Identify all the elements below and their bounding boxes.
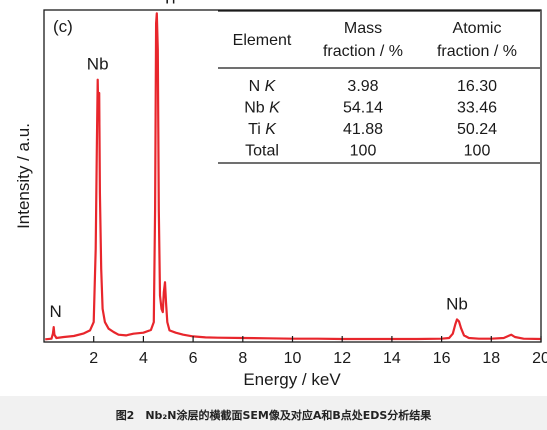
spectrum-line: [45, 12, 542, 341]
composition-table: Element Mass fraction / % Atomic fractio…: [218, 10, 540, 164]
table-header-atomic-line1: Atomic: [453, 20, 502, 37]
table-header-element: Element: [233, 32, 292, 49]
table-cell-mass: 54.14: [343, 100, 383, 117]
x-tick-label: 20: [532, 350, 547, 367]
table-cell-atomic: 16.30: [457, 78, 497, 95]
x-tick-label: 14: [383, 350, 401, 367]
table-cell-mass: 100: [350, 143, 377, 160]
table-cell-mass: 41.88: [343, 121, 383, 138]
table-cell-element: N K: [249, 78, 277, 95]
x-tick-label: 12: [333, 350, 351, 367]
panel-label: (c): [53, 17, 73, 36]
peak-label: Nb: [87, 55, 109, 74]
plot-frame: [43, 9, 542, 343]
peak-label: Nb: [446, 294, 468, 313]
x-tick-label: 4: [139, 350, 148, 367]
table-rows: N K 3.98 16.30 Nb K 54.14 33.46 Ti K 41.88 50.24…: [244, 78, 497, 160]
table-header-mass-line1: Mass: [344, 20, 382, 37]
table-header-atomic-line2: fraction / %: [437, 43, 517, 60]
caption-background: [0, 396, 547, 430]
peak-label: Ti: [162, 0, 176, 7]
x-tick-label: 6: [189, 350, 198, 367]
table-header-mass-line2: fraction / %: [323, 43, 403, 60]
x-axis-ticks: 2 4 6 8 10 12 14 16 18 20: [89, 336, 547, 367]
table-cell-element: Nb K: [244, 100, 281, 117]
eds-spectrum-chart: (c) 2 4 6 8 10 12 14 16 18 20 N Nb Ti Nb Energy / ke…: [14, 0, 547, 389]
figure-caption: 图2 Nb₂N涂层的横截面SEM像及对应A和B点处EDS分析结果: [115, 409, 432, 422]
peak-labels: N Nb Ti Nb: [50, 0, 468, 321]
table-cell-element: Ti K: [248, 121, 277, 138]
table-cell-mass: 3.98: [347, 78, 378, 95]
table-cell-element: Total: [245, 143, 279, 160]
x-tick-label: 10: [284, 350, 302, 367]
x-axis-label: Energy / keV: [243, 370, 341, 389]
table-cell-atomic: 33.46: [457, 100, 497, 117]
x-tick-label: 8: [238, 350, 247, 367]
table-cell-atomic: 50.24: [457, 121, 497, 138]
y-axis-label: Intensity / a.u.: [14, 123, 33, 229]
x-tick-label: 18: [482, 350, 500, 367]
x-tick-label: 2: [89, 350, 98, 367]
x-tick-label: 16: [433, 350, 451, 367]
table-cell-atomic: 100: [464, 143, 491, 160]
peak-label: N: [50, 302, 62, 321]
